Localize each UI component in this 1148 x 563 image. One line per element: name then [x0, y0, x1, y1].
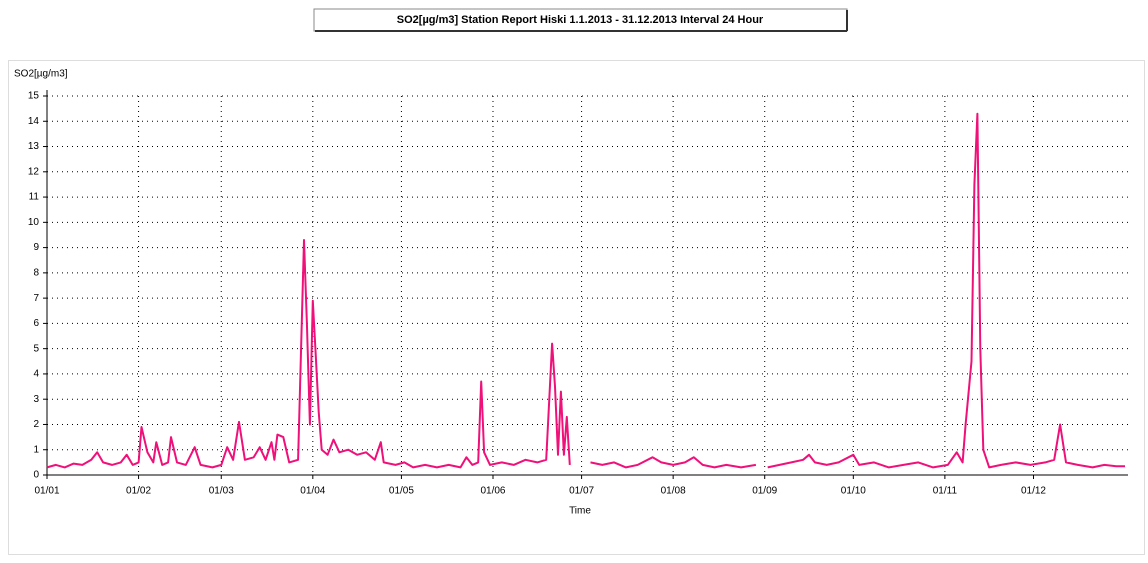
- x-tick-label: 01/10: [841, 486, 866, 497]
- data-line: [46, 112, 1125, 469]
- y-tick-label: 8: [33, 268, 39, 279]
- y-tick-label: 6: [33, 318, 39, 329]
- y-tick-label: 0: [33, 470, 39, 481]
- x-tick-label: 01/02: [126, 486, 151, 497]
- x-tick-label: 01/06: [480, 486, 505, 497]
- y-tick-label: 15: [28, 91, 40, 102]
- y-tick-label: 1: [33, 444, 39, 455]
- x-tick-label: 01/09: [752, 486, 777, 497]
- y-tick-label: 12: [28, 166, 40, 177]
- y-tick-label: 11: [29, 192, 40, 203]
- x-tick-label: 01/03: [209, 486, 234, 497]
- y-tick-label: 10: [28, 217, 40, 228]
- y-tick-label: 3: [33, 394, 39, 405]
- y-tick-label: 2: [33, 419, 39, 430]
- chart-title: SO2[µg/m3] Station Report Hiski 1.1.2013…: [397, 14, 764, 26]
- y-tick-label: 5: [33, 343, 39, 354]
- x-tick-label: 01/08: [661, 486, 686, 497]
- y-tick-label: 14: [28, 116, 40, 127]
- y-tick-label: 4: [33, 369, 39, 380]
- y-axis-label: SO2[µg/m3]: [14, 69, 68, 80]
- x-tick-label: 01/05: [389, 486, 414, 497]
- chart-panel: [8, 60, 1145, 555]
- x-axis-label: Time: [569, 506, 591, 517]
- y-tick-label: 13: [28, 141, 40, 152]
- x-tick-label: 01/12: [1021, 486, 1046, 497]
- x-tick-label: 01/11: [933, 486, 958, 497]
- y-tick-label: 7: [33, 293, 39, 304]
- x-tick-label: 01/01: [34, 486, 59, 497]
- y-tick-label: 9: [33, 242, 39, 253]
- x-tick-label: 01/04: [300, 486, 325, 497]
- x-tick-label: 01/07: [569, 486, 594, 497]
